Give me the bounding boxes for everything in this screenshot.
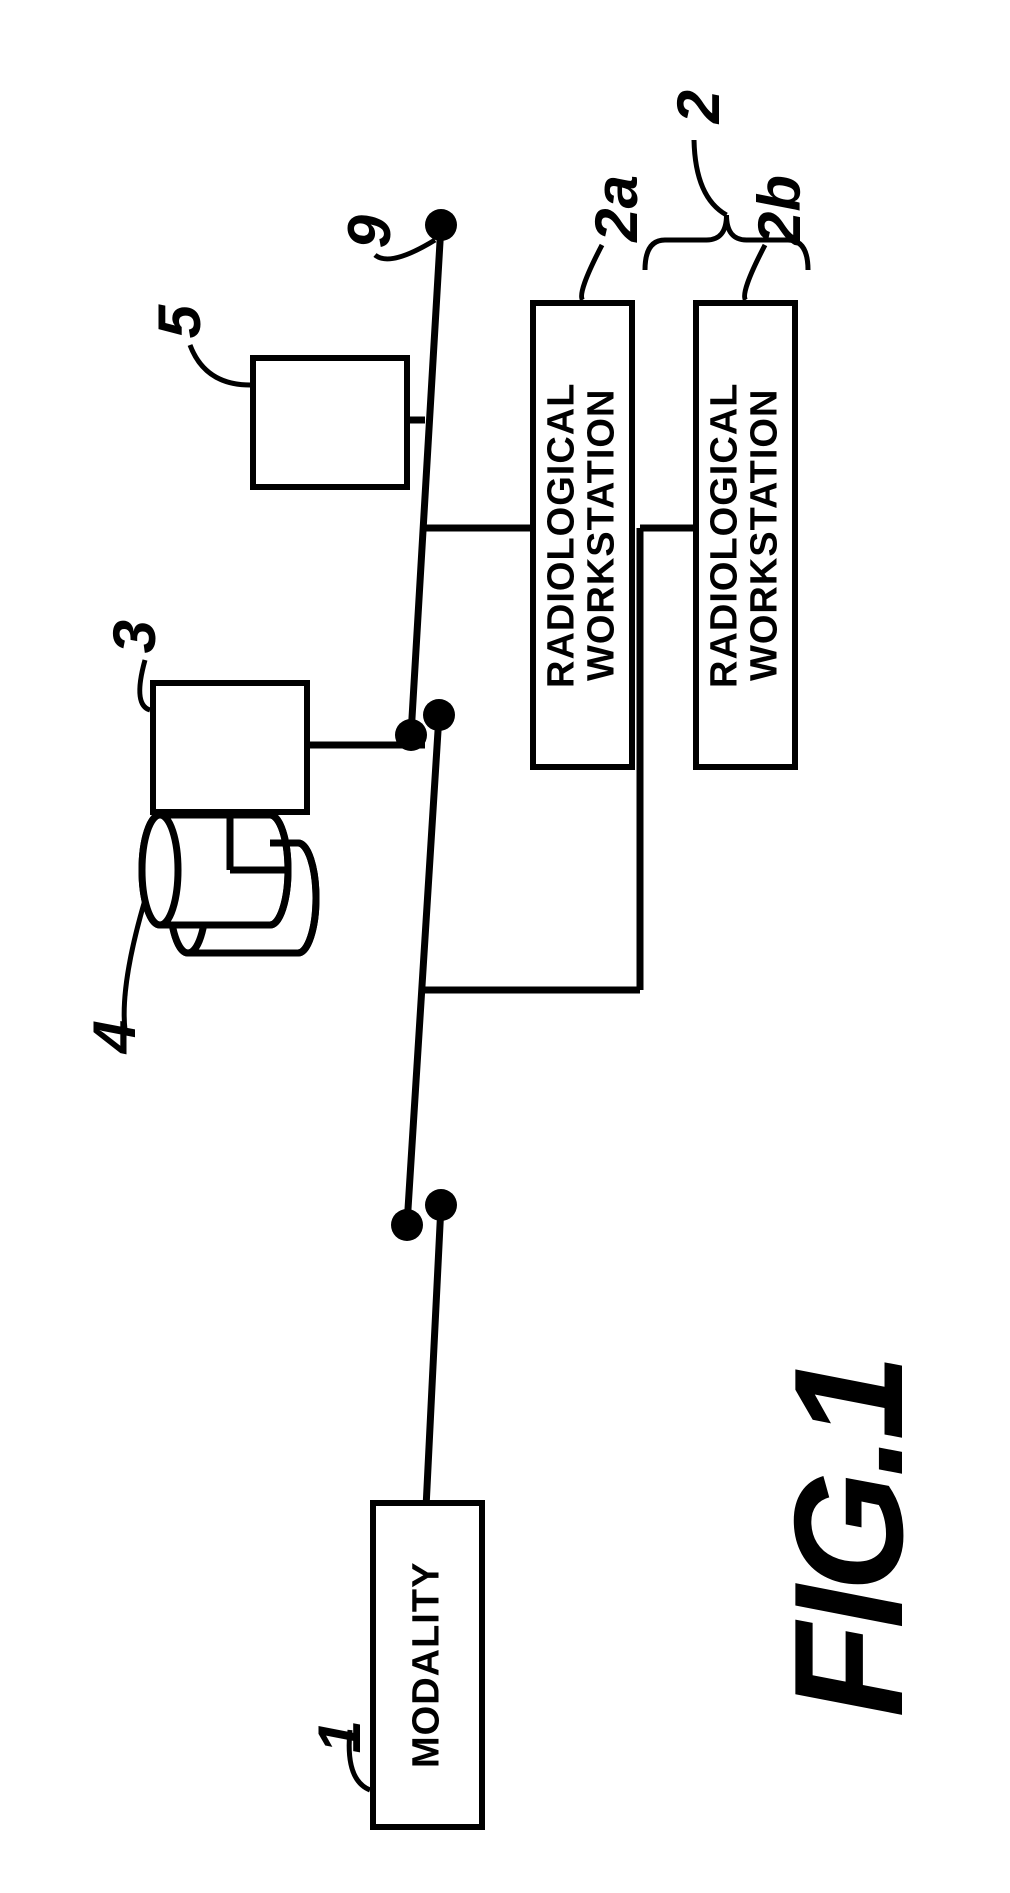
ref-label-5: 5 [145, 305, 214, 338]
workstation-a-box: RADIOLOGICAL WORKSTATION [530, 300, 635, 770]
figure-caption: FIG.1 [760, 1360, 938, 1718]
ref-label-2: 2 [664, 90, 733, 123]
ref-label-1: 1 [305, 1720, 374, 1753]
modality-label: MODALITY [408, 1562, 448, 1768]
ref-label-2b: 2b [745, 175, 814, 245]
server-5-box [250, 355, 410, 490]
workstation-b-box: RADIOLOGICAL WORKSTATION [693, 300, 798, 770]
workstation-a-label: RADIOLOGICAL WORKSTATION [543, 306, 623, 764]
server-3-box [150, 680, 310, 815]
ref-label-4: 4 [80, 1020, 149, 1053]
ref-label-3: 3 [100, 620, 169, 653]
ref-label-2a: 2a [582, 175, 651, 242]
modality-box: MODALITY [370, 1500, 485, 1830]
figure-canvas: MODALITY RADIOLOGICAL WORKSTATION RADIOL… [0, 0, 1010, 1893]
ref-label-9: 9 [335, 215, 404, 248]
workstation-b-label: RADIOLOGICAL WORKSTATION [706, 306, 786, 764]
